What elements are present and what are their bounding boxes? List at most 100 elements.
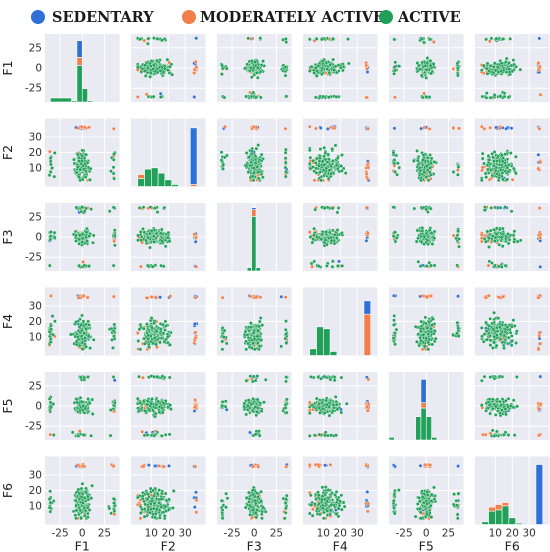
scatter-point-active <box>224 341 229 346</box>
scatter-point-moderately-active <box>223 124 227 129</box>
scatter-point-active <box>77 175 81 180</box>
scatter-point-active <box>112 228 117 233</box>
scatter-point-active <box>52 235 57 240</box>
scatter-point-active <box>111 205 116 210</box>
scatter-point-active <box>252 337 257 341</box>
scatter-point-active <box>153 69 158 74</box>
scatter-point-moderately-active <box>258 295 263 300</box>
scatter-point-active <box>82 167 86 171</box>
histogram-bar-active <box>71 100 78 103</box>
scatter-point-active <box>167 375 172 380</box>
panel-F1-vs-F5 <box>389 34 464 102</box>
scatter-point-active <box>330 206 335 211</box>
scatter-point-active <box>284 40 289 44</box>
scatter-point-active <box>420 228 425 233</box>
scatter-point-active <box>48 405 53 410</box>
scatter-point-active <box>284 147 288 152</box>
scatter-point-active <box>254 413 259 418</box>
scatter-point-active <box>504 56 509 61</box>
scatter-point-active <box>150 397 154 401</box>
scatter-point-active <box>416 259 421 264</box>
scatter-point-active <box>148 245 152 250</box>
scatter-point-active <box>86 375 90 379</box>
scatter-point-active <box>76 335 80 339</box>
scatter-point-active <box>75 400 79 405</box>
scatter-point-active <box>391 205 396 210</box>
scatter-point-moderately-active <box>142 38 147 43</box>
scatter-point-moderately-active <box>312 178 317 183</box>
scatter-point-active <box>74 342 79 347</box>
scatter-point-active <box>321 94 326 99</box>
scatter-point-active <box>72 157 76 162</box>
scatter-point-active <box>112 233 117 238</box>
scatter-point-active <box>283 402 288 407</box>
scatter-point-active <box>86 319 90 324</box>
scatter-point-moderately-active <box>451 233 456 238</box>
scatter-point-active <box>392 318 396 323</box>
scatter-point-active <box>494 343 499 348</box>
scatter-point-active <box>84 344 88 349</box>
scatter-point-active <box>113 400 117 405</box>
scatter-point-active <box>221 162 226 167</box>
scatter-point-active <box>80 340 85 345</box>
scatter-point-moderately-active <box>251 124 256 129</box>
scatter-point-active <box>84 230 89 235</box>
y-tick-label: 25 <box>29 42 42 54</box>
legend-marker-active <box>379 10 393 24</box>
histogram-bar-active <box>76 65 83 103</box>
scatter-point-moderately-active <box>82 125 87 130</box>
scatter-point-active <box>422 40 426 45</box>
scatter-point-active <box>251 178 256 183</box>
scatter-point-active <box>343 171 348 175</box>
scatter-point-active <box>488 64 493 68</box>
scatter-point-active <box>143 74 148 78</box>
scatter-point-active <box>137 374 141 379</box>
scatter-point-sedentary <box>248 430 252 435</box>
scatter-point-active <box>479 326 484 330</box>
scatter-point-active <box>170 72 174 77</box>
scatter-point-active <box>244 163 249 168</box>
scatter-point-active <box>147 345 151 349</box>
scatter-point-active <box>324 230 328 234</box>
scatter-point-active <box>146 337 151 341</box>
scatter-point-active <box>346 37 350 41</box>
scatter-point-active <box>397 165 402 170</box>
scatter-point-active <box>84 152 88 157</box>
scatter-point-active <box>283 73 288 78</box>
scatter-point-active <box>47 329 52 334</box>
scatter-point-active <box>506 241 511 246</box>
scatter-point-moderately-active <box>192 71 196 75</box>
scatter-point-active <box>152 36 156 40</box>
scatter-point-active <box>515 239 520 244</box>
scatter-point-active <box>393 60 398 65</box>
scatter-point-active <box>162 66 167 71</box>
scatter-point-active <box>52 174 57 179</box>
legend-label-moderately-active: MODERATELY ACTIVE <box>200 9 384 26</box>
scatter-point-active <box>220 63 224 68</box>
histogram-bar-active <box>50 97 72 103</box>
scatter-point-active <box>327 230 332 235</box>
scatter-point-active <box>261 59 265 63</box>
scatter-point-active <box>138 37 142 42</box>
scatter-point-active <box>79 209 84 214</box>
scatter-point-active <box>284 94 289 99</box>
scatter-point-active <box>220 339 225 344</box>
histogram-bar-active <box>87 100 94 103</box>
scatter-point-active <box>512 62 516 67</box>
scatter-point-active <box>77 237 82 242</box>
scatter-point-active <box>91 240 95 245</box>
scatter-point-sedentary <box>318 126 323 130</box>
scatter-point-active <box>223 404 228 409</box>
scatter-point-active <box>489 168 493 173</box>
scatter-point-active <box>424 231 429 236</box>
scatter-point-active <box>52 230 57 235</box>
scatter-point-active <box>503 60 508 64</box>
scatter-point-active <box>145 399 150 403</box>
scatter-point-active <box>75 165 80 169</box>
scatter-point-active <box>259 409 264 413</box>
scatter-point-active <box>307 161 312 166</box>
scatter-point-active <box>482 161 486 166</box>
scatter-point-moderately-active <box>144 92 149 97</box>
scatter-point-active <box>429 231 434 236</box>
